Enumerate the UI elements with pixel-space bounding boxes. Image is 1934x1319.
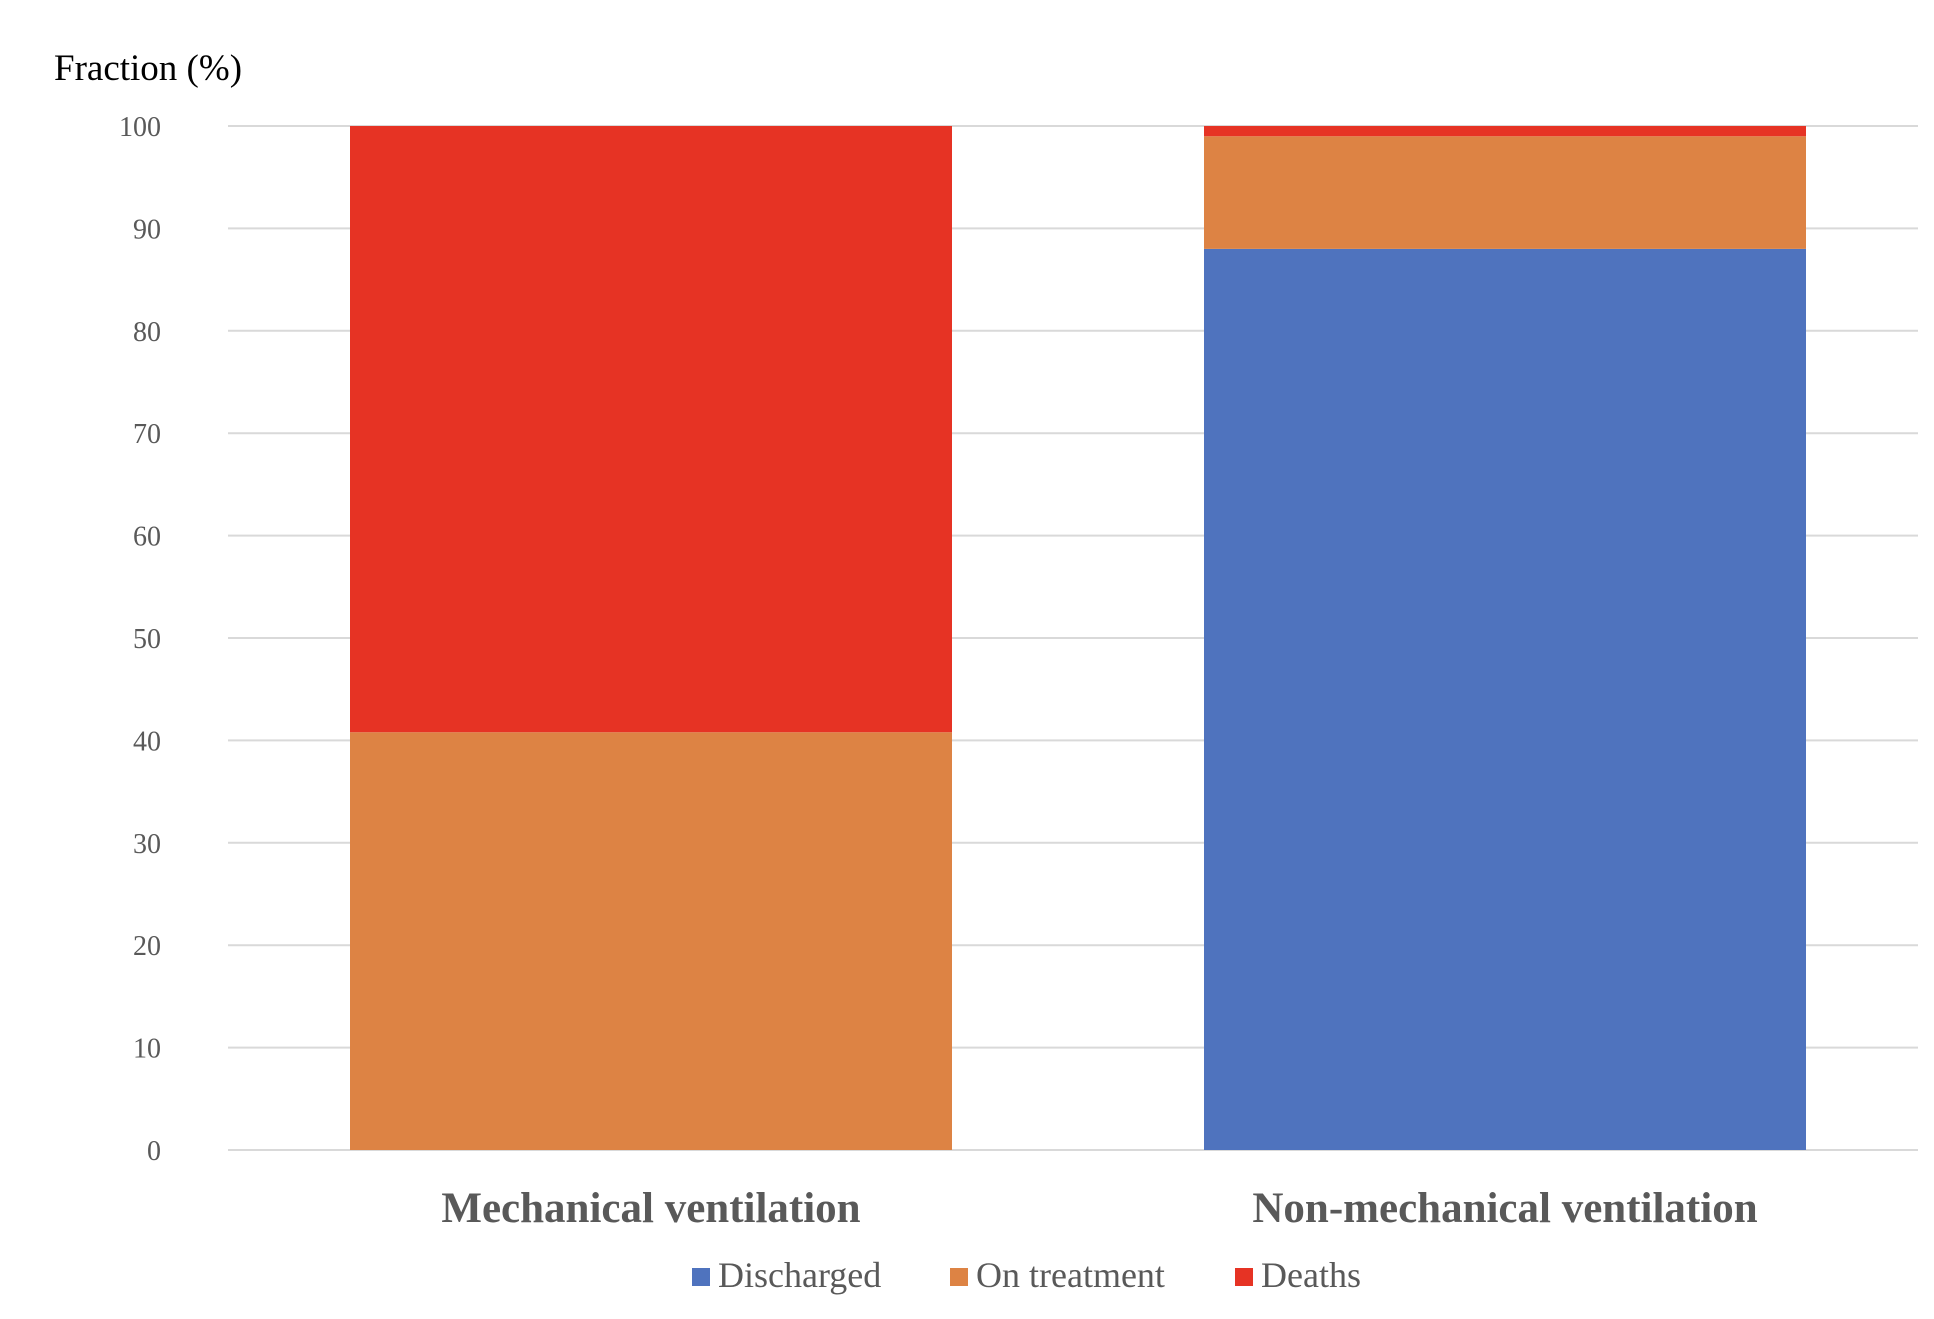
category-label: Mechanical ventilation	[441, 1185, 860, 1232]
y-tick-label: 0	[147, 1136, 161, 1167]
y-tick-label: 30	[133, 829, 161, 860]
bar-segment-on-treatment	[1204, 136, 1806, 249]
y-axis-title: Fraction (%)	[54, 48, 242, 89]
legend-item-deaths: Deaths	[1235, 1255, 1361, 1295]
legend-swatch	[1235, 1268, 1253, 1286]
legend: Discharged On treatment Deaths	[692, 1255, 1361, 1295]
y-tick-label: 100	[119, 112, 161, 143]
y-tick-labels: 0 10 20 30 40 50 60 70 80 90 100	[119, 112, 161, 1167]
bars	[350, 126, 1806, 1150]
y-tick-label: 10	[133, 1034, 161, 1065]
y-tick-label: 20	[133, 931, 161, 962]
y-tick-label: 80	[133, 317, 161, 348]
legend-label: On treatment	[976, 1255, 1165, 1295]
legend-swatch	[692, 1268, 710, 1286]
bar-segment-on-treatment	[350, 732, 952, 1150]
legend-swatch	[950, 1268, 968, 1286]
y-tick-label: 50	[133, 624, 161, 655]
legend-item-on-treatment: On treatment	[950, 1255, 1165, 1295]
bar-segment-discharged	[1204, 248, 1806, 1150]
category-labels: Mechanical ventilation Non-mechanical ven…	[441, 1185, 1757, 1232]
y-tick-label: 60	[133, 522, 161, 553]
y-tick-label: 70	[133, 419, 161, 450]
category-label: Non-mechanical ventilation	[1252, 1185, 1757, 1232]
bar-segment-deaths	[1204, 126, 1806, 137]
legend-label: Deaths	[1261, 1255, 1361, 1295]
legend-label: Discharged	[718, 1255, 881, 1295]
legend-item-discharged: Discharged	[692, 1255, 881, 1295]
y-tick-label: 40	[133, 726, 161, 757]
y-tick-label: 90	[133, 214, 161, 245]
bar-segment-deaths	[350, 126, 952, 733]
